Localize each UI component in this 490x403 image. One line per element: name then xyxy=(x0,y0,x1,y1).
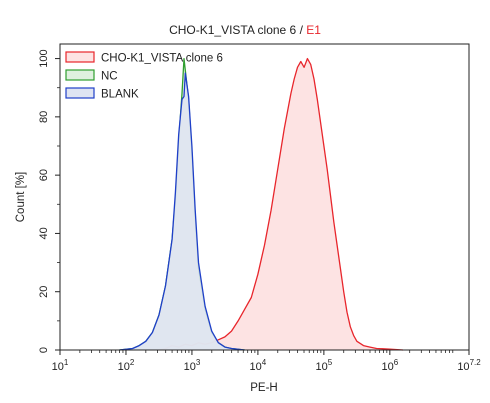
y-tick-label: 20 xyxy=(38,286,50,298)
x-tick-exp: 2 xyxy=(130,358,135,367)
series-line-2 xyxy=(119,72,245,351)
y-tick-label: 60 xyxy=(38,169,50,181)
x-tick-exp: 1 xyxy=(64,358,69,367)
x-tick-exp: 5 xyxy=(328,358,333,367)
x-tick-base: 10 xyxy=(381,361,393,373)
x-axis-label: PE-H xyxy=(250,382,277,394)
x-tick-base: 10 xyxy=(250,361,262,373)
series-layer xyxy=(119,57,404,351)
x-tick-base: 10 xyxy=(316,361,328,373)
y-axis: 0 20 40 60 80 100 xyxy=(38,49,60,353)
x-tick-exp: 3 xyxy=(196,358,201,367)
series-area-0 xyxy=(159,58,403,350)
chart-title: CHO-K1_VISTA clone 6 / E1 xyxy=(169,23,321,37)
x-tick-base: 10 xyxy=(457,361,469,373)
y-tick-label: 100 xyxy=(38,49,50,67)
y-tick-label: 40 xyxy=(38,227,50,239)
x-tick-label: 101 xyxy=(52,358,69,373)
x-tick-base: 10 xyxy=(52,361,64,373)
y-axis-label: Count [%] xyxy=(15,172,27,223)
x-axis: 101 102 103 104 105 106 107.2 xyxy=(52,350,481,373)
x-tick-label: 106 xyxy=(381,358,398,373)
chart-title-separator: / xyxy=(296,23,306,37)
y-tick-label: 0 xyxy=(38,347,50,353)
x-tick-label: 104 xyxy=(250,358,267,373)
x-tick-label: 105 xyxy=(316,358,333,373)
chart-title-main: CHO-K1_VISTA clone 6 xyxy=(169,23,296,37)
x-tick-exp: 4 xyxy=(262,358,267,367)
x-tick-label: 103 xyxy=(184,358,201,373)
legend-swatch xyxy=(65,69,95,81)
y-tick-label: 80 xyxy=(38,111,50,123)
x-tick-label: 107.2 xyxy=(457,358,481,373)
x-tick-exp: 6 xyxy=(394,358,399,367)
series-area-2 xyxy=(119,73,245,350)
x-tick-base: 10 xyxy=(184,361,196,373)
x-tick-exp: 7.2 xyxy=(470,358,482,367)
legend-swatch xyxy=(65,51,95,63)
plot-frame xyxy=(59,43,470,351)
legend-swatch xyxy=(65,87,95,99)
x-tick-base: 10 xyxy=(118,361,130,373)
legend-label: CHO-K1_VISTA clone 6 xyxy=(101,53,223,65)
chart-title-gate: E1 xyxy=(306,23,321,37)
legend-label: NC xyxy=(101,71,118,83)
legend-label: BLANK xyxy=(101,89,139,101)
legend: CHO-K1_VISTA clone 6 NC BLANK xyxy=(65,51,223,101)
x-tick-label: 102 xyxy=(118,358,135,373)
